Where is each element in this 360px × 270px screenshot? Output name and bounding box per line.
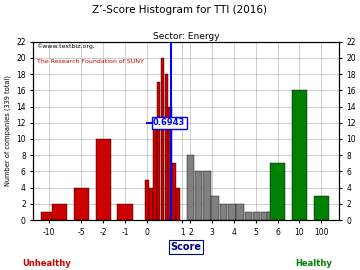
Bar — [52, 204, 67, 220]
Text: ©www.textbiz.org,: ©www.textbiz.org, — [36, 43, 95, 49]
Bar — [176, 188, 180, 220]
Bar — [145, 180, 149, 220]
Bar — [161, 58, 165, 220]
Text: The Research Foundation of SUNY: The Research Foundation of SUNY — [36, 59, 143, 65]
Bar — [203, 171, 211, 220]
Text: Unhealthy: Unhealthy — [22, 259, 71, 268]
X-axis label: Score: Score — [171, 242, 202, 252]
Bar — [220, 204, 227, 220]
Text: 0.6943: 0.6943 — [153, 118, 185, 127]
Bar — [168, 107, 172, 220]
Bar — [244, 212, 252, 220]
Bar — [165, 74, 168, 220]
Bar — [153, 123, 157, 220]
Text: Healthy: Healthy — [295, 259, 332, 268]
Bar — [74, 188, 89, 220]
Bar — [96, 139, 111, 220]
Bar — [41, 212, 57, 220]
Title: Sector: Energy: Sector: Energy — [153, 32, 219, 41]
Bar — [261, 212, 269, 220]
Bar — [271, 212, 277, 220]
Bar — [195, 171, 202, 220]
Bar — [117, 204, 132, 220]
Bar — [211, 196, 219, 220]
Bar — [253, 212, 260, 220]
Bar — [228, 204, 235, 220]
Text: Z’-Score Histogram for TTI (2016): Z’-Score Histogram for TTI (2016) — [93, 5, 267, 15]
Bar — [314, 196, 329, 220]
Bar — [186, 155, 194, 220]
Bar — [292, 90, 307, 220]
Bar — [236, 204, 244, 220]
Bar — [270, 163, 285, 220]
Y-axis label: Number of companies (339 total): Number of companies (339 total) — [4, 75, 11, 186]
Bar — [172, 163, 176, 220]
Bar — [267, 212, 273, 220]
Bar — [149, 188, 153, 220]
Bar — [157, 82, 161, 220]
